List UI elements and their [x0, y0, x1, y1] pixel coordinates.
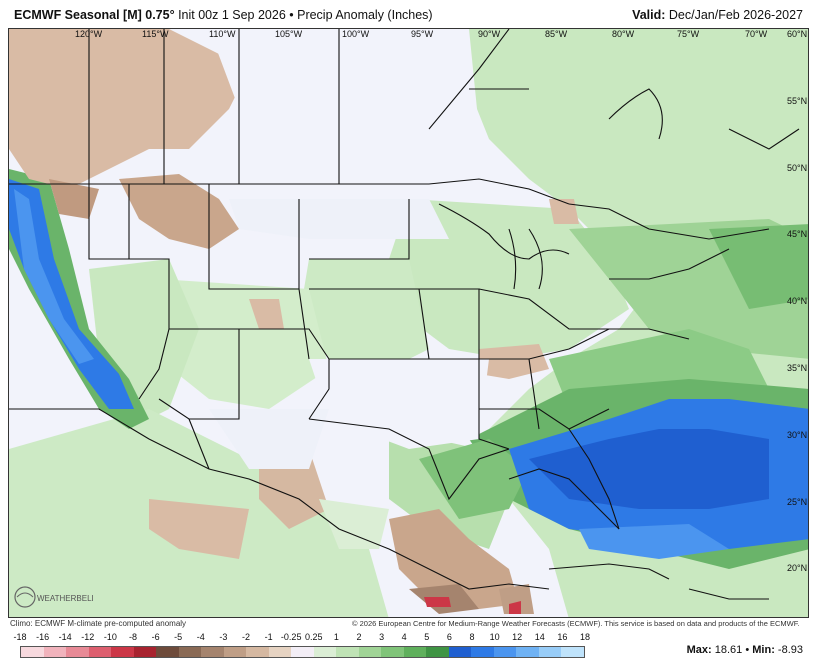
- scale-swatch: [66, 647, 89, 657]
- scale-tick-label: 18: [579, 632, 591, 642]
- lon-label-120w: 120°W: [75, 29, 103, 39]
- svg-text:WEATHERBELL: WEATHERBELL: [37, 594, 93, 603]
- scale-swatch: [111, 647, 134, 657]
- lon-label-75w: 75°W: [677, 29, 700, 39]
- scale-swatch: [381, 647, 404, 657]
- scale-tick-label: 10: [489, 632, 500, 642]
- scale-swatch: [403, 647, 427, 657]
- lon-label-90w: 90°W: [478, 29, 501, 39]
- scale-swatch: [223, 647, 247, 657]
- scale-tick-label: -8: [128, 632, 138, 642]
- scale-tick-label: 12: [512, 632, 523, 642]
- scale-ticks: -18 -16 -14 -12 -10 -8 -6 -5 -4 -3 -2 -1 -0.25 0.25 1 2…: [13, 632, 590, 644]
- min-value: -8.93: [777, 644, 803, 656]
- max-min-readout: Max: 18.61 • Min: -8.93: [686, 644, 803, 656]
- lat-label-50n: 50°N: [787, 163, 808, 173]
- scale-swatch: [493, 647, 517, 657]
- scale-tick-label: 3: [379, 632, 385, 642]
- valid-period: Valid: Dec/Jan/Feb 2026-2027: [632, 8, 803, 22]
- map-title: ECMWF Seasonal [M] 0.75° Init 00z 1 Sep …: [14, 8, 433, 22]
- scale-swatch: [471, 647, 494, 657]
- scale-swatch: [43, 647, 67, 657]
- lon-label-80w: 80°W: [612, 29, 635, 39]
- scale-tick-label: 16: [557, 632, 568, 642]
- lat-label-45n: 45°N: [787, 229, 808, 239]
- lon-label-95w: 95°W: [411, 29, 434, 39]
- scale-tick-label: -0.25: [280, 632, 302, 642]
- map-canvas: [9, 29, 808, 617]
- lat-label-55n: 55°N: [787, 96, 808, 106]
- scale-swatch: [201, 647, 224, 657]
- header: ECMWF Seasonal [M] 0.75° Init 00z 1 Sep …: [0, 0, 817, 28]
- scale-swatch: [336, 647, 359, 657]
- scale-tick-label: -14: [58, 632, 72, 642]
- scale-swatch: [538, 647, 562, 657]
- lon-label-110w: 110°W: [209, 29, 236, 39]
- scale-swatch: [133, 647, 157, 657]
- weatherbell-logo: WEATHERBELL: [14, 586, 93, 608]
- scale-tick-label: -3: [219, 632, 228, 642]
- scale-bar: [20, 646, 585, 658]
- scale-tick-label: 14: [534, 632, 545, 642]
- precip-anomaly-map: 120°W 115°W 110°W 105°W 100°W 95°W 90°W …: [8, 28, 809, 618]
- scale-tick-label: -4: [196, 632, 205, 642]
- scale-swatch: [178, 647, 202, 657]
- scale-tick-label: -6: [151, 632, 160, 642]
- copyright-note: © 2026 European Centre for Medium-Range …: [352, 619, 800, 628]
- scale-swatch: [291, 647, 314, 657]
- scale-tick-label: -2: [241, 632, 251, 642]
- lon-label-70w: 70°W: [745, 29, 768, 39]
- scale-tick-label: -16: [36, 632, 50, 642]
- lat-label-25n: 25°N: [787, 497, 808, 507]
- scale-tick-label: 8: [469, 632, 475, 642]
- scale-swatch: [313, 647, 337, 657]
- scale-tick-label: 4: [401, 632, 407, 642]
- scale-swatch: [426, 647, 449, 657]
- scale-tick-label: 0.25: [305, 632, 323, 642]
- lon-label-115w: 115°W: [142, 29, 169, 39]
- scale-swatch: [561, 647, 584, 657]
- scale-swatch: [268, 647, 292, 657]
- climo-note: Climo: ECMWF M-climate pre-computed anom…: [10, 619, 187, 628]
- lat-label-30n: 30°N: [787, 430, 808, 440]
- lat-label-35n: 35°N: [787, 363, 808, 373]
- scale-swatch: [246, 647, 269, 657]
- lon-label-105w: 105°W: [275, 29, 303, 39]
- lat-label-20n: 20°N: [787, 563, 808, 573]
- lon-label-85w: 85°W: [545, 29, 568, 39]
- lat-label-60n: 60°N: [787, 29, 808, 39]
- scale-tick-label: 5: [424, 632, 430, 642]
- scale-tick-label: -12: [81, 632, 95, 642]
- max-value: 18.61: [714, 644, 743, 656]
- color-scale-legend: -18 -16 -14 -12 -10 -8 -6 -5 -4 -3 -2 -1 -0.25 0.25 1 2…: [13, 632, 590, 660]
- scale-swatch: [358, 647, 382, 657]
- scale-swatch: [21, 647, 44, 657]
- scale-tick-label: -5: [174, 632, 183, 642]
- scale-swatch: [516, 647, 539, 657]
- lon-label-100w: 100°W: [342, 29, 370, 39]
- scale-tick-label: -18: [13, 632, 27, 642]
- scale-tick-label: -10: [103, 632, 117, 642]
- scale-swatch: [88, 647, 112, 657]
- scale-tick-label: 2: [356, 632, 362, 642]
- scale-swatch: [156, 647, 179, 657]
- scale-tick-label: 6: [446, 632, 452, 642]
- scale-swatch: [448, 647, 472, 657]
- scale-tick-label: 1: [333, 632, 339, 642]
- lat-label-40n: 40°N: [787, 296, 808, 306]
- scale-tick-label: -1: [264, 632, 273, 642]
